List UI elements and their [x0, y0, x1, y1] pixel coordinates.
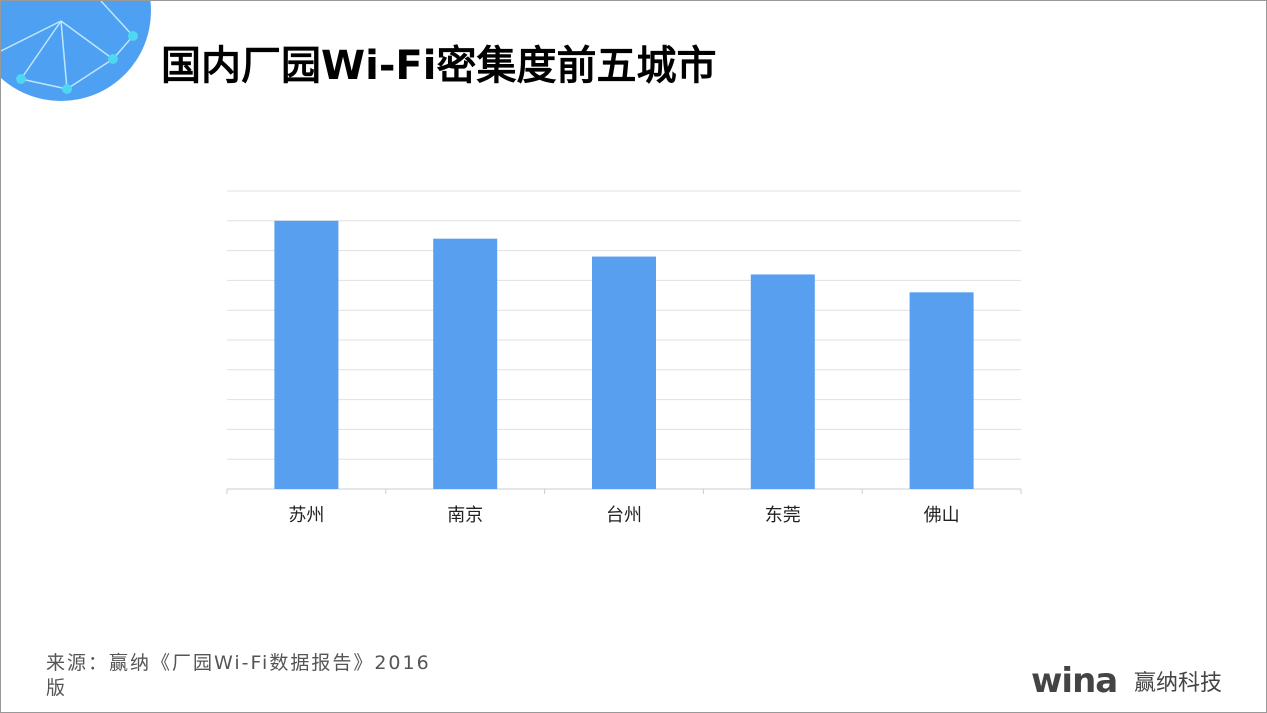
x-tick-label: 台州	[606, 505, 642, 526]
x-tick-label: 佛山	[924, 505, 960, 526]
bar	[274, 220, 339, 490]
x-tick-label: 苏州	[288, 505, 324, 526]
x-tick-label: 南京	[447, 505, 483, 526]
brand-name: 赢纳科技	[1134, 671, 1223, 696]
bar	[909, 292, 974, 489]
chart-title: 国内厂园Wi-Fi密集度前五城市	[161, 43, 717, 89]
x-tick-label: 东莞	[765, 505, 801, 526]
bar	[433, 238, 498, 489]
decoration	[1, 1, 151, 101]
source-note: 来源：赢纳《厂园Wi-Fi数据报告》2016版	[46, 652, 431, 699]
logo: wina	[1031, 661, 1118, 701]
bar	[592, 256, 656, 489]
chart: 苏州 南京 台州 东莞 佛山	[226, 190, 1022, 526]
bar	[750, 274, 815, 489]
